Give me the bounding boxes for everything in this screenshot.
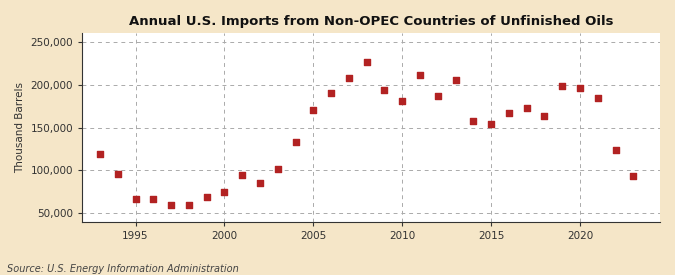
- Point: [148, 197, 159, 202]
- Point: [397, 99, 408, 103]
- Point: [361, 59, 372, 64]
- Point: [237, 172, 248, 177]
- Point: [184, 203, 194, 208]
- Text: Source: U.S. Energy Information Administration: Source: U.S. Energy Information Administ…: [7, 264, 238, 274]
- Point: [433, 94, 443, 98]
- Point: [165, 203, 176, 208]
- Point: [504, 111, 514, 115]
- Point: [521, 106, 532, 110]
- Point: [308, 108, 319, 112]
- Point: [219, 189, 230, 194]
- Title: Annual U.S. Imports from Non-OPEC Countries of Unfinished Oils: Annual U.S. Imports from Non-OPEC Countr…: [129, 15, 614, 28]
- Point: [450, 77, 461, 82]
- Point: [574, 86, 585, 90]
- Y-axis label: Thousand Barrels: Thousand Barrels: [15, 82, 25, 173]
- Point: [486, 122, 497, 126]
- Point: [593, 95, 603, 100]
- Point: [326, 91, 337, 95]
- Point: [557, 84, 568, 89]
- Point: [254, 181, 265, 185]
- Point: [201, 195, 212, 199]
- Point: [414, 73, 425, 78]
- Point: [539, 114, 550, 119]
- Point: [130, 196, 141, 201]
- Point: [610, 148, 621, 152]
- Point: [628, 174, 639, 178]
- Point: [290, 140, 301, 144]
- Point: [344, 76, 354, 80]
- Point: [468, 119, 479, 123]
- Point: [379, 88, 390, 92]
- Point: [95, 152, 105, 156]
- Point: [112, 172, 123, 176]
- Point: [273, 167, 284, 172]
